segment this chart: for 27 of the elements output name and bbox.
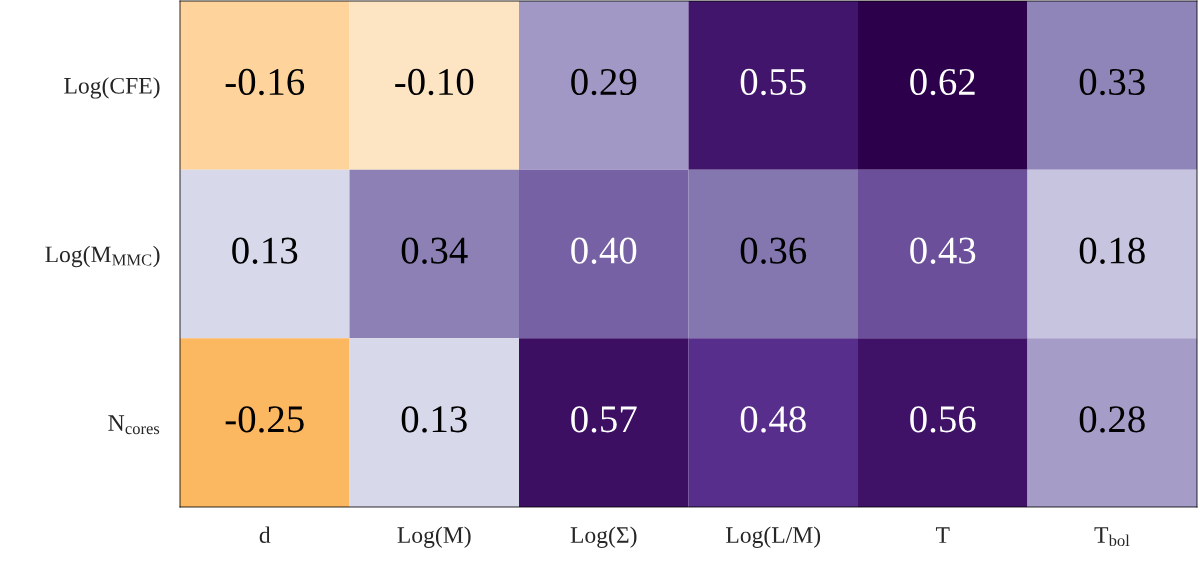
data-label: 0.62 [910,68,975,96]
data-label: 0.48 [740,406,806,433]
data-label: 0.33 [1079,68,1145,96]
y-tick-label: N$_{cores}$ [108,415,160,435]
y-tick-label: Log(CFE) [64,77,160,99]
data-label: 0.57 [571,406,637,433]
data-label: 0.28 [1079,406,1145,433]
data-label: 0.55 [740,68,806,96]
data-label: -0.10 [395,68,474,96]
x-tick-label: Log(L/M) [726,526,821,548]
data-label: 0.40 [571,237,637,264]
data-label: 0.36 [740,237,807,264]
x-tick-label: Log(M) [397,526,471,548]
x-tick-label: d [259,526,271,544]
data-label: -0.16 [225,68,305,96]
data-label: 0.34 [401,237,468,264]
data-label: 0.43 [910,237,976,264]
data-label: -0.25 [225,406,304,433]
data-label: 0.56 [910,406,976,433]
x-tick-label: T$_{bol}$ [1094,527,1130,547]
x-tick-label: T [935,527,950,543]
data-label: 0.13 [401,406,467,433]
x-tick-label: Log(Σ) [570,526,637,548]
data-label: 0.18 [1079,237,1145,264]
data-label: 0.13 [232,237,298,264]
y-tick-label: Log(M$_{MMC}$) [45,245,160,268]
data-label: 0.29 [571,68,637,96]
